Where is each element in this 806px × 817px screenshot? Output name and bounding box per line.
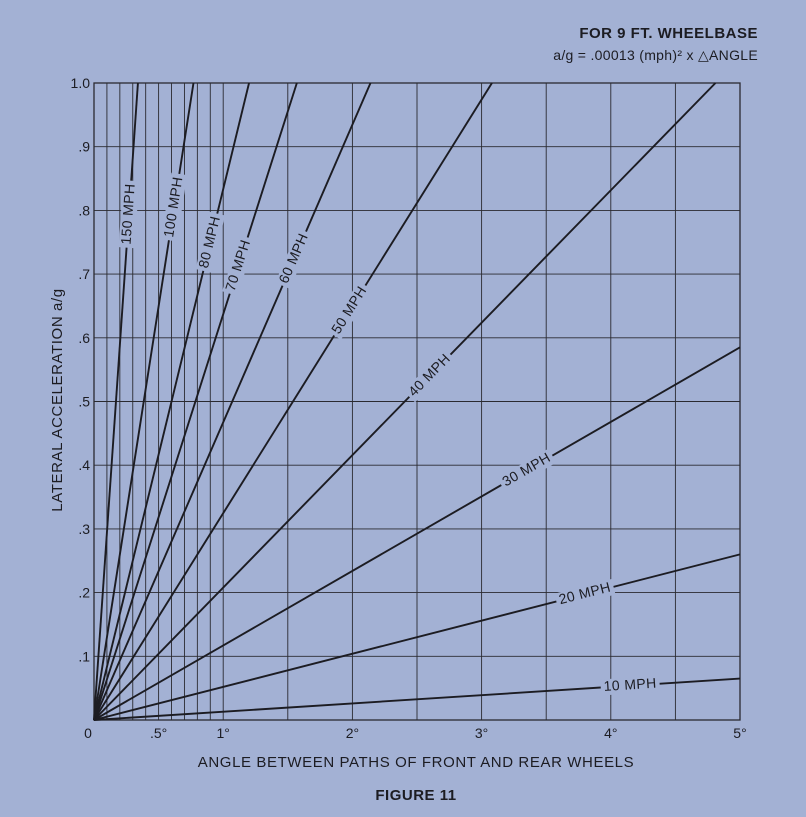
- y-tick-label: .8: [78, 202, 90, 218]
- x-tick-label: .5°: [150, 725, 167, 741]
- y-tick-label: .6: [78, 330, 90, 346]
- header-formula: a/g = .00013 (mph)² x △ANGLE: [553, 47, 758, 63]
- x-tick-label: 2°: [346, 725, 359, 741]
- series-label-150-mph: 150 MPH: [118, 180, 140, 249]
- series-label-backing: [554, 579, 616, 610]
- series-line-60-mph: [93, 82, 372, 721]
- series-label-10-mph: 10 MPH: [600, 675, 661, 696]
- series-label-text: 150 MPH: [118, 183, 138, 245]
- grid: [93, 82, 741, 721]
- figure-caption: FIGURE 11: [375, 787, 456, 804]
- y-tick-label: .2: [78, 585, 90, 601]
- x-tick-label: 3°: [475, 725, 488, 741]
- series-label-backing: [195, 211, 226, 273]
- x-tick-label: 5°: [733, 725, 746, 741]
- x-tick-label: 0: [84, 725, 92, 741]
- y-tick-label: .5: [78, 394, 90, 410]
- series-line-20-mph: [93, 553, 741, 721]
- series-label-backing: [600, 675, 661, 696]
- series-label-backing: [161, 172, 188, 242]
- series-label-backing: [327, 281, 373, 340]
- y-tick-label: .4: [78, 457, 90, 473]
- series-label-backing: [118, 180, 140, 249]
- series-line-80-mph: [93, 82, 250, 721]
- header-wheelbase: FOR 9 FT. WHEELBASE: [579, 25, 758, 42]
- x-axis-title: ANGLE BETWEEN PATHS OF FRONT AND REAR WH…: [198, 754, 634, 771]
- y-tick-label: .7: [78, 266, 90, 282]
- series-line-70-mph: [93, 82, 298, 721]
- series-label-backing: [222, 235, 256, 297]
- y-tick-label: .9: [78, 139, 90, 155]
- y-tick-label: .3: [78, 521, 90, 537]
- y-tick-label: 1.0: [71, 75, 91, 91]
- series-label-text: 10 MPH: [603, 675, 657, 694]
- series-line-30-mph: [93, 346, 741, 721]
- series-line-50-mph: [93, 82, 493, 721]
- tick-labels: 0 .5° 1° 2° 3° 4° 5° .1 .2 .3 .4 .5 .6 .7 .8 .9 1.0: [71, 75, 747, 741]
- series-label-backing: [275, 228, 314, 289]
- x-tick-label: 1°: [217, 725, 230, 741]
- y-axis-title: LATERAL ACCELERATION a/g: [49, 288, 66, 511]
- series-label-backing: [497, 448, 557, 492]
- x-tick-label: 4°: [604, 725, 617, 741]
- series-line-40-mph: [93, 82, 717, 721]
- y-tick-label: .1: [78, 648, 90, 664]
- series-label-backing: [403, 348, 457, 403]
